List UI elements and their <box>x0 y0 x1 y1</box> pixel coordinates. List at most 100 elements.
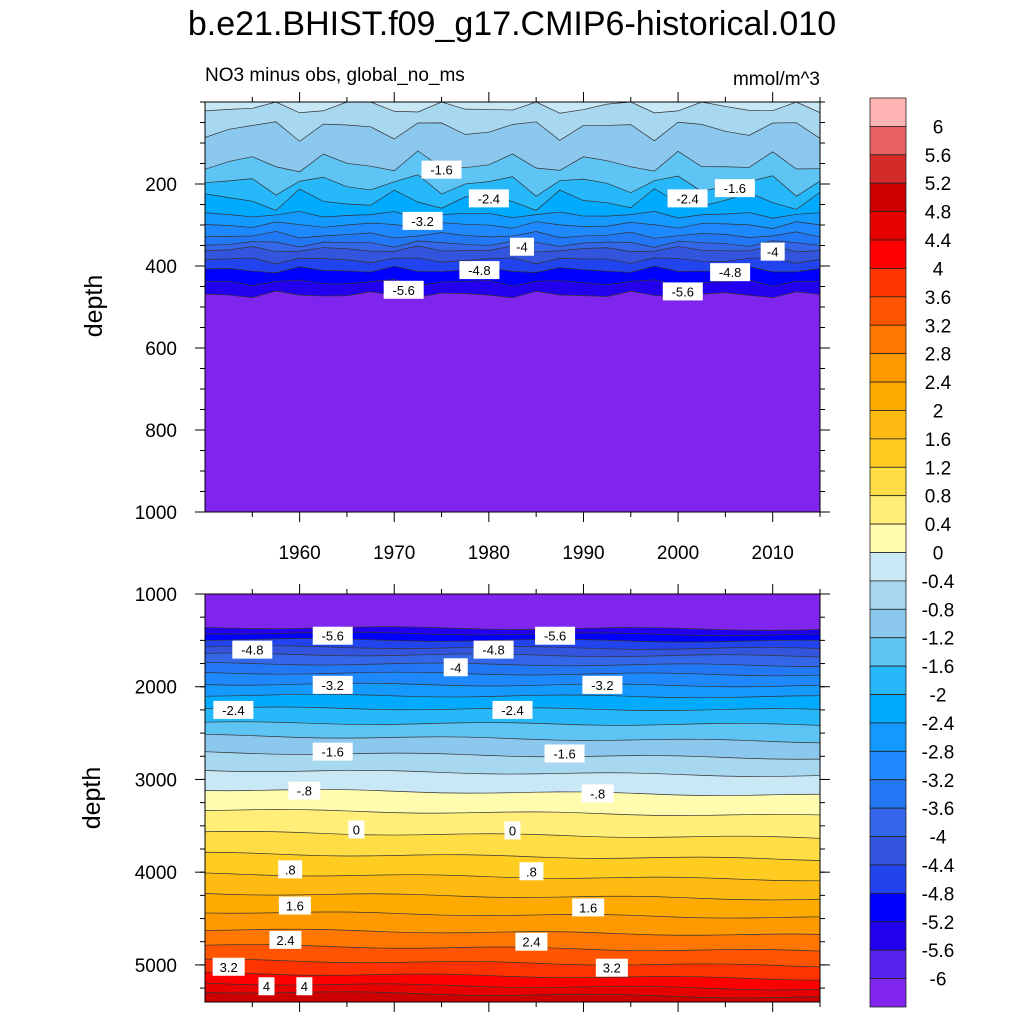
colorbar-label: -5.6 <box>922 941 955 962</box>
colorbar-swatch <box>869 949 907 979</box>
contour-label: -3.2 <box>411 214 433 229</box>
contour-label-bg <box>443 658 468 677</box>
contour-label: -.8 <box>297 784 312 799</box>
colorbar-swatch <box>869 466 907 497</box>
colorbar-swatch <box>869 495 907 525</box>
contour-label-bg <box>473 640 514 659</box>
contour-line <box>204 770 821 777</box>
contour-label-bg <box>662 282 703 301</box>
contour-label-bg <box>269 930 302 949</box>
contour-band <box>205 831 820 861</box>
contour-band <box>205 852 820 881</box>
contour-label: -4.8 <box>241 643 263 658</box>
colorbar-swatch <box>869 722 907 752</box>
contour-label: 4 <box>263 979 270 994</box>
contour-band <box>205 872 820 900</box>
contour-label-bg <box>572 898 605 917</box>
bottom-y-axis-label: depth <box>78 767 106 830</box>
contour-band <box>205 211 820 229</box>
contour-line <box>204 121 821 142</box>
colorbar-label: 4.4 <box>925 231 952 252</box>
colorbar-swatch <box>869 353 907 383</box>
colorbar-swatch <box>869 211 907 241</box>
colorbar-swatch <box>869 750 907 781</box>
colorbar-label: -6 <box>930 970 947 991</box>
contour-label-bg <box>519 862 544 881</box>
upper-depth-panel: 1960 1970 1980 1990 2000 2010 200 400 600 800 1000… <box>135 92 830 564</box>
contour-band <box>205 102 820 114</box>
contour-line <box>204 721 821 726</box>
contour-label: -3.2 <box>322 678 344 693</box>
contour-label: -2.4 <box>478 191 500 206</box>
contour-label-bg <box>710 263 751 282</box>
colorbar-label: -4.8 <box>922 884 955 905</box>
contour-label-bg <box>459 261 500 280</box>
contour-band <box>205 240 820 252</box>
contour-label: 1.6 <box>286 899 304 914</box>
colorbar-swatch <box>869 978 907 1008</box>
contour-band <box>205 121 820 172</box>
contour-label: -.8 <box>590 786 605 801</box>
contour-label: 4 <box>301 979 308 994</box>
top-subtitle-right: mmol/m^3 <box>733 69 820 90</box>
contour-label: -1.6 <box>724 181 746 196</box>
contour-label-bg <box>468 189 509 208</box>
contour-label-bg <box>312 626 353 645</box>
contour-label-bg <box>515 932 548 951</box>
contour-band <box>205 789 820 816</box>
contour-band <box>205 594 820 631</box>
colorbar-swatch <box>869 182 907 213</box>
colorbar-swatch <box>869 921 907 951</box>
contour-line <box>204 971 821 981</box>
colorbar-swatch <box>869 154 907 184</box>
contour-label-bg <box>232 640 273 659</box>
contour-band <box>205 971 820 990</box>
contour-label-bg <box>504 821 521 840</box>
contour-line <box>204 231 821 239</box>
contour-line <box>204 958 821 968</box>
contour-line <box>204 928 821 936</box>
contour-line <box>204 150 821 173</box>
colorbar-label: 5.2 <box>925 174 951 195</box>
contour-label: -5.6 <box>672 284 694 299</box>
y-tick-label: 1000 <box>135 585 177 606</box>
contour-label-bg <box>312 742 353 761</box>
contour-band <box>205 174 820 211</box>
x-tick-label: 2010 <box>752 543 794 564</box>
x-tick-label: 2000 <box>657 543 699 564</box>
colorbar-label: 4 <box>933 259 944 280</box>
colorbar-label: -2.4 <box>922 714 955 735</box>
colorbar-label: 3.6 <box>925 288 951 309</box>
contour-line <box>204 661 821 668</box>
colorbar-label: 3.2 <box>925 316 951 337</box>
contour-label: 2.4 <box>522 935 540 950</box>
contour-label: .8 <box>526 864 537 879</box>
colorbar-label: -2 <box>930 686 947 707</box>
contour-line <box>204 682 821 688</box>
colorbar-label: 0.8 <box>925 487 951 508</box>
colorbar-swatch <box>869 381 907 411</box>
lower-depth-panel: 1000 2000 3000 4000 5000 -5.6 -5.6 -4.8 -4.8 -4 -3… <box>135 584 830 1012</box>
contour-label: 0 <box>353 823 360 838</box>
contour-label-bg <box>278 896 311 915</box>
contour-label-bg <box>312 675 353 694</box>
contour-band <box>205 770 820 796</box>
contour-band <box>205 929 820 952</box>
contour-band <box>205 991 820 1002</box>
contour-label-bg <box>667 189 708 208</box>
contour-label: .8 <box>285 862 296 877</box>
y-tick-label: 5000 <box>135 956 177 977</box>
colorbar-swatch <box>869 637 907 667</box>
contour-label: -1.6 <box>430 163 452 178</box>
colorbar-swatch <box>869 126 907 156</box>
contour-line <box>204 671 821 677</box>
contour-band <box>205 734 820 760</box>
contour-label: -5.6 <box>544 629 566 644</box>
contour-band <box>205 944 820 967</box>
contour-label-bg <box>581 784 614 803</box>
colorbar-label: 0.4 <box>925 515 952 536</box>
contour-label-bg <box>258 977 275 996</box>
y-tick-label: 2000 <box>135 678 177 699</box>
contour-band <box>205 266 820 287</box>
